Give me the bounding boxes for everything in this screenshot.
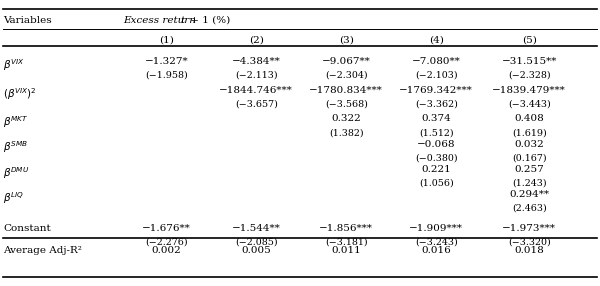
Text: (1.243): (1.243) [512,178,547,187]
Text: (−2.085): (−2.085) [235,237,278,246]
Text: (2.463): (2.463) [512,204,547,212]
Text: 0.294**: 0.294** [509,190,549,199]
Text: (−3.443): (−3.443) [508,100,551,108]
Text: 0.018: 0.018 [514,246,544,255]
Text: 0.005: 0.005 [241,246,271,255]
Text: 0.257: 0.257 [514,165,544,174]
Text: (−3.568): (−3.568) [325,100,368,108]
Text: (1.056): (1.056) [419,178,454,187]
Text: t: t [180,16,184,25]
Text: (−1.958): (−1.958) [145,71,188,80]
Text: 0.374: 0.374 [421,114,451,123]
Text: −1.544**: −1.544** [232,224,281,233]
Text: 0.221: 0.221 [421,165,451,174]
Text: 0.322: 0.322 [331,114,361,123]
Text: −1.856***: −1.856*** [319,224,373,233]
Text: 0.408: 0.408 [514,114,544,123]
Text: (5): (5) [522,36,536,45]
Text: −1780.834***: −1780.834*** [310,86,383,95]
Text: (−3.243): (−3.243) [415,237,458,246]
Text: −7.080**: −7.080** [412,57,461,66]
Text: −1.676**: −1.676** [142,224,191,233]
Text: −9.067**: −9.067** [322,57,371,66]
Text: (−3.657): (−3.657) [235,100,278,108]
Text: (4): (4) [429,36,443,45]
Text: $(\beta^{\mathit{VIX}})^2$: $(\beta^{\mathit{VIX}})^2$ [3,86,37,102]
Text: −31.515**: −31.515** [502,57,557,66]
Text: Average Adj-R²: Average Adj-R² [3,246,82,255]
Text: (−2.113): (−2.113) [235,71,278,80]
Text: (1.619): (1.619) [512,128,547,137]
Text: $\beta^{\mathit{LIQ}}$: $\beta^{\mathit{LIQ}}$ [3,190,24,206]
Text: 0.002: 0.002 [151,246,181,255]
Text: (2): (2) [249,36,263,45]
Text: 0.016: 0.016 [421,246,451,255]
Text: $\beta^{\mathit{SMB}}$: $\beta^{\mathit{SMB}}$ [3,140,28,155]
Text: (−2.328): (−2.328) [508,71,551,80]
Text: −1844.746***: −1844.746*** [220,86,293,95]
Text: (0.167): (0.167) [512,153,547,162]
Text: (1.512): (1.512) [419,128,454,137]
Text: $\beta^{\mathit{VIX}}$: $\beta^{\mathit{VIX}}$ [3,57,25,73]
Text: −1839.479***: −1839.479*** [493,86,566,95]
Text: −1.973***: −1.973*** [502,224,556,233]
Text: −1.327*: −1.327* [145,57,188,66]
Text: −1769.342***: −1769.342*** [400,86,473,95]
Text: Constant: Constant [3,224,51,233]
Text: 0.032: 0.032 [514,140,544,148]
Text: −4.384**: −4.384** [232,57,281,66]
Text: (3): (3) [339,36,353,45]
Text: (−2.103): (−2.103) [415,71,458,80]
Text: (−3.320): (−3.320) [508,237,551,246]
Text: $\beta^{\mathit{DMU}}$: $\beta^{\mathit{DMU}}$ [3,165,29,180]
Text: −0.068: −0.068 [417,140,455,148]
Text: $\beta^{\mathit{MKT}}$: $\beta^{\mathit{MKT}}$ [3,114,28,130]
Text: + 1 (%): + 1 (%) [187,16,230,25]
Text: (−2.276): (−2.276) [145,237,188,246]
Text: Excess return: Excess return [123,16,199,25]
Text: Variables: Variables [3,16,52,25]
Text: −1.909***: −1.909*** [409,224,463,233]
Text: (−2.304): (−2.304) [325,71,368,80]
Text: (−3.362): (−3.362) [415,100,458,108]
Text: (−0.380): (−0.380) [415,153,458,162]
Text: 0.011: 0.011 [331,246,361,255]
Text: (−3.181): (−3.181) [325,237,368,246]
Text: (1): (1) [159,36,173,45]
Text: (1.382): (1.382) [329,128,364,137]
